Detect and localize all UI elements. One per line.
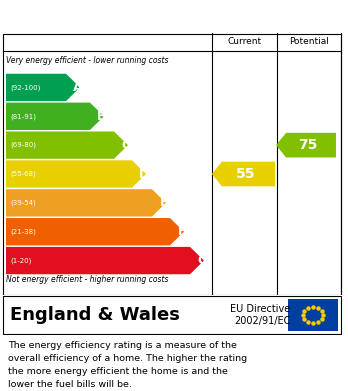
Text: 75: 75 (298, 138, 318, 152)
Text: Potential: Potential (289, 38, 329, 47)
Text: (39-54): (39-54) (10, 200, 36, 206)
Text: (21-38): (21-38) (10, 228, 36, 235)
Text: 55: 55 (236, 167, 255, 181)
Text: EU Directive
2002/91/EC: EU Directive 2002/91/EC (230, 304, 290, 326)
Text: E: E (160, 196, 168, 209)
Bar (288, 299, 338, 331)
Text: B: B (97, 110, 107, 123)
Text: G: G (197, 254, 207, 267)
Text: Current: Current (228, 38, 262, 47)
Polygon shape (6, 189, 166, 217)
Polygon shape (212, 162, 275, 186)
Text: (1-20): (1-20) (10, 257, 31, 264)
Text: Very energy efficient - lower running costs: Very energy efficient - lower running co… (6, 56, 168, 65)
Polygon shape (6, 74, 80, 101)
Text: A: A (73, 81, 83, 94)
Polygon shape (6, 102, 104, 130)
Text: England & Wales: England & Wales (10, 306, 180, 324)
Polygon shape (6, 131, 128, 159)
Text: C: C (121, 139, 130, 152)
Text: (81-91): (81-91) (10, 113, 36, 120)
Text: (92-100): (92-100) (10, 84, 40, 91)
Text: D: D (139, 167, 149, 181)
Text: (69-80): (69-80) (10, 142, 36, 149)
Text: (55-68): (55-68) (10, 171, 36, 177)
Text: F: F (178, 225, 186, 238)
Text: Energy Efficiency Rating: Energy Efficiency Rating (9, 9, 230, 24)
Polygon shape (6, 218, 184, 246)
Polygon shape (276, 133, 336, 158)
Text: Not energy efficient - higher running costs: Not energy efficient - higher running co… (6, 276, 168, 285)
Polygon shape (6, 247, 204, 274)
Polygon shape (6, 160, 146, 188)
Text: The energy efficiency rating is a measure of the
overall efficiency of a home. T: The energy efficiency rating is a measur… (8, 341, 247, 389)
